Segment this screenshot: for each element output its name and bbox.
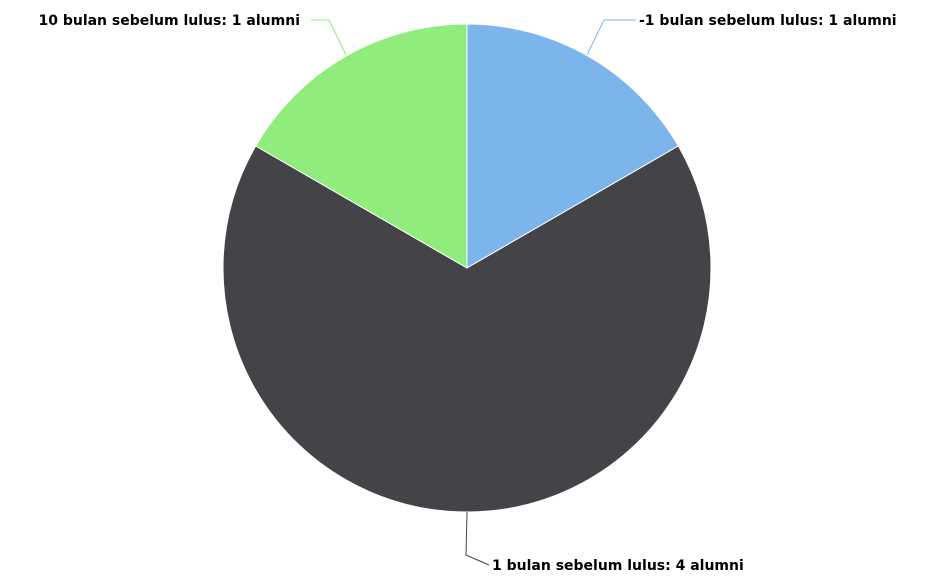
labels-layer: -1 bulan sebelum lulus: 1 alumni 1 bulan … [38, 13, 896, 574]
connector-1-bulan-sebelum-lulus [586, 19, 636, 56]
pie-slice-10-bulan-sebelum-lulus[interactable] [255, 23, 468, 269]
pie-slice-1-bulan-sebelum-lulus[interactable] [466, 23, 679, 269]
connector-1-bulan-sebelum-lulus [465, 511, 490, 566]
connector-10-bulan-sebelum-lulus [311, 19, 347, 56]
slices-layer [222, 23, 712, 513]
data-label-1-bulan-sebelum-lulus: -1 bulan sebelum lulus: 1 alumni [639, 13, 897, 29]
connectors-layer [311, 19, 636, 566]
pie-slice-1-bulan-sebelum-lulus[interactable] [222, 145, 712, 513]
data-label-1-bulan-sebelum-lulus: 1 bulan sebelum lulus: 4 alumni [492, 558, 744, 574]
data-label-10-bulan-sebelum-lulus: 10 bulan sebelum lulus: 1 alumni [38, 13, 300, 29]
